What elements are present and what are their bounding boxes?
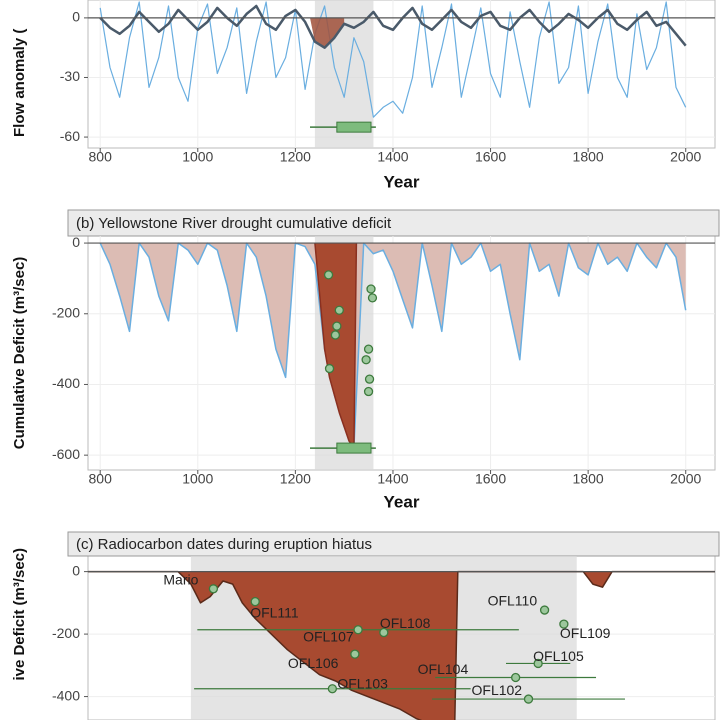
date-point [364, 374, 375, 384]
panel-title: (b) Yellowstone River drought cumulative… [76, 215, 392, 232]
date-point [363, 344, 374, 354]
date-point [533, 658, 543, 669]
panel-title: (c) Radiocarbon dates during eruption hi… [76, 536, 372, 553]
series-line [99, 4, 687, 49]
x-axis-title: Year [384, 172, 420, 191]
point-label: OFL105 [533, 648, 584, 664]
date-point [208, 584, 219, 594]
point-label: OFL107 [303, 628, 354, 644]
date-point [367, 293, 378, 303]
y-axis-title: Flow anomaly ( [11, 29, 28, 137]
date-point [324, 363, 335, 374]
date-point [353, 625, 363, 635]
x-tick-label: 800 [89, 149, 113, 165]
highlight-fill [310, 17, 345, 48]
date-point [361, 355, 371, 365]
point-label: OFL108 [380, 615, 431, 631]
date-point [363, 386, 374, 397]
title-strip [67, 209, 720, 237]
date-point [523, 694, 534, 704]
area-fill [314, 243, 357, 449]
point-label: OFL109 [560, 625, 611, 641]
date-point [539, 605, 550, 615]
date-point [330, 330, 341, 340]
x-tick-label: 2000 [670, 471, 701, 487]
x-tick-label: 1200 [280, 471, 311, 487]
y-tick-label: 0 [72, 9, 80, 25]
point-label: OFL111 [250, 604, 299, 620]
point-label: OFL110 [488, 593, 538, 609]
date-point [323, 270, 334, 280]
series-line [99, 1, 687, 118]
x-tick-label: 1800 [573, 471, 604, 487]
x-tick-label: 1800 [573, 149, 604, 165]
area-fill [100, 243, 686, 449]
x-tick-label: 1600 [475, 471, 506, 487]
date-point [334, 305, 344, 315]
area-fill [88, 571, 715, 720]
x-tick-label: 1400 [377, 471, 408, 487]
point-label: OFL103 [337, 675, 388, 691]
point-label: OFL106 [288, 655, 339, 671]
y-tick-label: -200 [52, 625, 80, 641]
point-label: Mario [163, 572, 198, 588]
title-strip [67, 531, 720, 557]
x-tick-label: 1600 [475, 149, 506, 165]
date-point [327, 684, 338, 694]
plot [88, 236, 715, 470]
y-tick-label: 0 [72, 562, 80, 578]
y-tick-label: -30 [60, 68, 80, 84]
x-tick-label: 1000 [182, 471, 213, 487]
y-axis-title: Cumulative Deficit (m³/sec) [11, 257, 28, 450]
date-point [350, 649, 360, 659]
y-axis-title: ive Deficit (m³/sec) [11, 548, 28, 681]
x-tick-label: 1400 [377, 149, 408, 165]
y-tick-label: -60 [60, 128, 80, 144]
y-tick-label: -400 [52, 687, 80, 703]
x-tick-label: 2000 [670, 149, 701, 165]
date-point [366, 284, 376, 294]
y-tick-label: -400 [52, 375, 80, 391]
plot-background [87, 0, 716, 149]
point-label: OFL104 [418, 661, 469, 677]
x-tick-label: 1000 [182, 149, 213, 165]
date-point [332, 321, 342, 331]
date-point [250, 596, 260, 607]
date-point [510, 672, 521, 683]
y-tick-label: -600 [52, 446, 80, 462]
plot [88, 0, 715, 148]
y-tick-label: 0 [72, 234, 80, 250]
box [336, 442, 372, 454]
date-point [559, 619, 569, 629]
y-tick-label: -200 [52, 304, 80, 320]
point-label: OFL102 [472, 682, 523, 698]
x-tick-label: 800 [89, 471, 113, 487]
box [336, 121, 372, 133]
series-line [99, 242, 687, 449]
x-axis-title: Year [384, 492, 420, 511]
date-point [379, 627, 389, 638]
x-tick-label: 1200 [280, 149, 311, 165]
